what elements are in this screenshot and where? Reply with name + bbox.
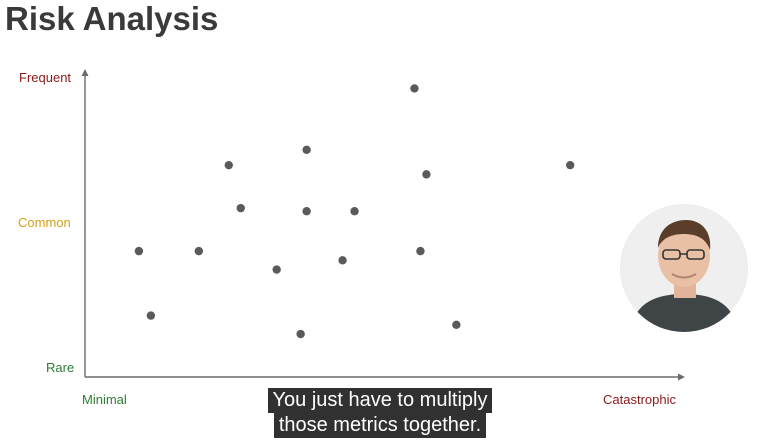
scatter-point xyxy=(338,256,347,265)
x-label-minimal: Minimal xyxy=(82,392,127,407)
y-axis-arrow-icon xyxy=(81,69,89,76)
y-label-frequent: Frequent xyxy=(19,70,72,85)
scatter-point xyxy=(565,160,575,170)
scatter-point xyxy=(416,246,425,256)
scatter-point xyxy=(302,207,311,216)
x-label-catastrophic: Catastrophic xyxy=(603,392,676,407)
slide-title: Risk Analysis xyxy=(5,0,219,37)
scatter-point xyxy=(236,203,245,213)
scatter-point xyxy=(302,145,311,155)
scatter-point xyxy=(410,84,419,93)
y-label-common: Common xyxy=(18,215,71,230)
caption-line-1: You just have to multiply xyxy=(267,388,493,413)
scatter-point xyxy=(422,170,431,179)
caption-line-2: those metrics together. xyxy=(273,413,487,438)
scatter-point xyxy=(224,160,233,170)
scatter-point xyxy=(272,265,281,274)
scatter-point xyxy=(194,246,204,256)
subtitle-caption: You just have to multiply those metrics … xyxy=(0,388,760,438)
scatter-point xyxy=(146,311,156,320)
scatter-point xyxy=(296,329,305,339)
scatter-point xyxy=(134,246,144,256)
chart-points xyxy=(134,84,575,339)
presenter-video-icon xyxy=(620,204,748,332)
scatter-point xyxy=(350,207,359,216)
chart-axes xyxy=(81,69,685,381)
scatter-point xyxy=(452,320,461,330)
y-label-rare: Rare xyxy=(46,360,75,375)
x-axis-arrow-icon xyxy=(678,373,685,381)
